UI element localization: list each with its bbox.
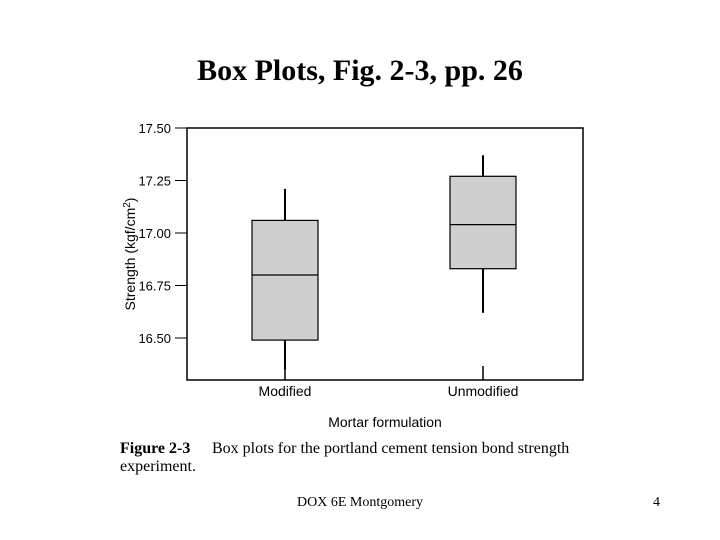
x-tick-label: Modified: [259, 383, 312, 399]
plot-frame: [186, 127, 584, 381]
y-axis: 16.50 16.75 17.00 17.25 17.50: [138, 121, 187, 346]
x-axis-label: Mortar formulation: [328, 414, 442, 430]
x-axis: Modified Unmodified: [259, 366, 519, 399]
y-tick-label: 16.50: [138, 331, 171, 346]
page-number: 4: [653, 495, 660, 510]
x-tick-label: Unmodified: [448, 383, 519, 399]
y-tick-label: 17.00: [138, 226, 171, 241]
y-axis-label: Strength (kgf/cm2): [122, 198, 138, 311]
box-modified: [251, 188, 319, 370]
y-tick-label: 17.50: [138, 121, 171, 136]
figure-caption: Figure 2-3 Box plots for the portland cem…: [120, 440, 600, 476]
interquartile-box: [449, 175, 517, 270]
box-unmodified: [449, 155, 517, 313]
slide-title: Box Plots, Fig. 2-3, pp. 26: [197, 54, 523, 87]
box-plot-chart: 16.50 16.75 17.00 17.25 17.50 Modified Unmodi…: [122, 121, 584, 430]
caption-line-2: experiment.: [120, 458, 196, 475]
caption-line-1: Figure 2-3 Box plots for the portland cem…: [120, 440, 600, 458]
footer-credit: DOX 6E Montgomery: [297, 495, 423, 510]
y-tick-label: 17.25: [138, 174, 171, 189]
caption-text: Box plots for the portland cement tensio…: [212, 440, 570, 457]
caption-figure-label: Figure 2-3: [120, 440, 191, 457]
box-series: [251, 155, 517, 370]
y-tick-label: 16.75: [138, 279, 171, 294]
interquartile-box: [251, 219, 319, 341]
